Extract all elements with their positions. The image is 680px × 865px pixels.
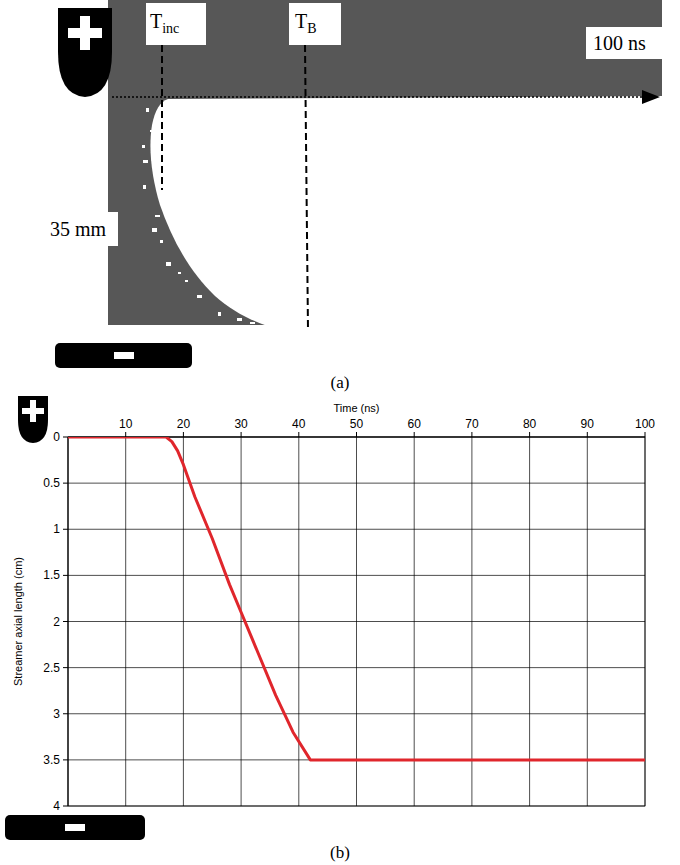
plot-data	[68, 437, 645, 760]
cathode	[55, 343, 192, 368]
time-arrow	[642, 90, 660, 104]
time-axis	[112, 96, 645, 98]
tick-y	[63, 806, 68, 807]
tick-x	[587, 432, 588, 437]
label-box	[586, 27, 662, 59]
streak-speck	[146, 108, 149, 112]
streak-speck	[160, 240, 163, 243]
streak-emission	[150, 96, 662, 334]
panel-label: (a)	[331, 373, 350, 392]
tick-x	[356, 432, 357, 437]
panel-label: (b)	[330, 843, 350, 862]
label-box	[146, 3, 206, 45]
tick-label-x: 50	[350, 417, 364, 431]
tick-label-y: 1.5	[43, 568, 60, 582]
streak-speck	[237, 318, 242, 321]
cathode-minus	[114, 352, 134, 359]
tick-label-x: 90	[581, 417, 595, 431]
cathode	[5, 815, 145, 840]
streak-speck	[178, 272, 181, 274]
figure: TincTB100 ns35 mm(a)10203040506070809010…	[0, 0, 680, 865]
tick-x	[183, 432, 184, 437]
tick-label-x: 30	[234, 417, 248, 431]
tick-label-y: 2.5	[43, 661, 60, 675]
x-axis-title: Time (ns)	[333, 402, 379, 414]
grid-line-y	[68, 529, 645, 530]
streak-speck	[218, 312, 221, 316]
streak-speck	[155, 215, 160, 217]
streak-speck	[143, 185, 146, 189]
tick-label-x: 40	[292, 417, 306, 431]
tick-label-x: 10	[119, 417, 133, 431]
streak-length-line	[68, 437, 645, 760]
tick-x	[298, 432, 299, 437]
anode-plus	[68, 28, 102, 38]
grid-line-y	[68, 621, 645, 622]
t-b-label: TB	[295, 10, 317, 36]
tick-label-y: 1	[53, 522, 60, 536]
gap-label: 35 mm	[50, 218, 107, 240]
t-inc-label-sub: inc	[162, 21, 179, 36]
cathode-minus	[65, 824, 85, 831]
tick-label-x: 80	[523, 417, 537, 431]
gap-arrow-head	[71, 99, 83, 111]
streak-speck	[142, 145, 145, 148]
t-inc-line	[161, 45, 163, 190]
grid-line-y	[68, 575, 645, 576]
streak-speck	[143, 160, 148, 163]
y-axis-title: Streamer axial length (cm)	[12, 557, 24, 686]
streak-speck	[250, 322, 255, 324]
tick-y	[63, 437, 68, 438]
anode-plus	[22, 408, 44, 414]
tick-label-x: 70	[465, 417, 479, 431]
streak-speck	[150, 130, 153, 132]
t-inc-label-main: T	[150, 10, 162, 32]
streak-speck	[245, 336, 248, 339]
tick-y	[63, 667, 68, 668]
tick-x	[645, 432, 646, 437]
tick-x	[414, 432, 415, 437]
tick-y	[63, 575, 68, 576]
label-box	[46, 212, 118, 246]
tick-label-x: 60	[408, 417, 422, 431]
t-inc-label: Tinc	[150, 10, 179, 36]
tick-label-y: 4	[53, 799, 60, 813]
t-b-label-sub: B	[307, 21, 316, 36]
tick-label-x: 20	[177, 417, 191, 431]
streak-speck	[270, 328, 275, 330]
plot-frame	[68, 437, 645, 806]
tick-y	[63, 621, 68, 622]
anode	[18, 396, 48, 443]
tick-y	[63, 713, 68, 714]
t-b-line	[305, 45, 308, 330]
streak-speck	[152, 228, 157, 232]
time-span-label: 100 ns	[593, 32, 646, 54]
tick-label-y: 2	[53, 615, 60, 629]
grid-line-y	[68, 667, 645, 668]
tick-x	[529, 432, 530, 437]
grid-line-y	[68, 713, 645, 714]
tick-label-y: 3.5	[43, 753, 60, 767]
panel-a: TincTB100 ns35 mm(a)	[46, 0, 662, 392]
tick-x	[241, 432, 242, 437]
panel-b: 10 20 30 40 50 60 70 80 90 100 0 0.5 1 1.5 2 2.5 3 3.5 4 Ti…	[5, 396, 655, 862]
tick-label-x: 100	[635, 417, 655, 431]
streak-speck	[197, 295, 202, 298]
tick-x	[125, 432, 126, 437]
tick-y	[63, 483, 68, 484]
tick-label-y: 0	[53, 430, 60, 444]
gap-arrow-head	[71, 327, 83, 339]
streak-speck	[185, 280, 188, 282]
grid-line-y	[68, 483, 645, 484]
tick-label-y: 0.5	[43, 476, 60, 490]
t-b-label-main: T	[295, 10, 307, 32]
tick-x	[471, 432, 472, 437]
tick-y	[63, 759, 68, 760]
tick-label-y: 3	[53, 707, 60, 721]
tick-y	[63, 529, 68, 530]
label-box	[289, 3, 341, 45]
streak-speck	[166, 262, 171, 266]
anode	[58, 8, 112, 97]
